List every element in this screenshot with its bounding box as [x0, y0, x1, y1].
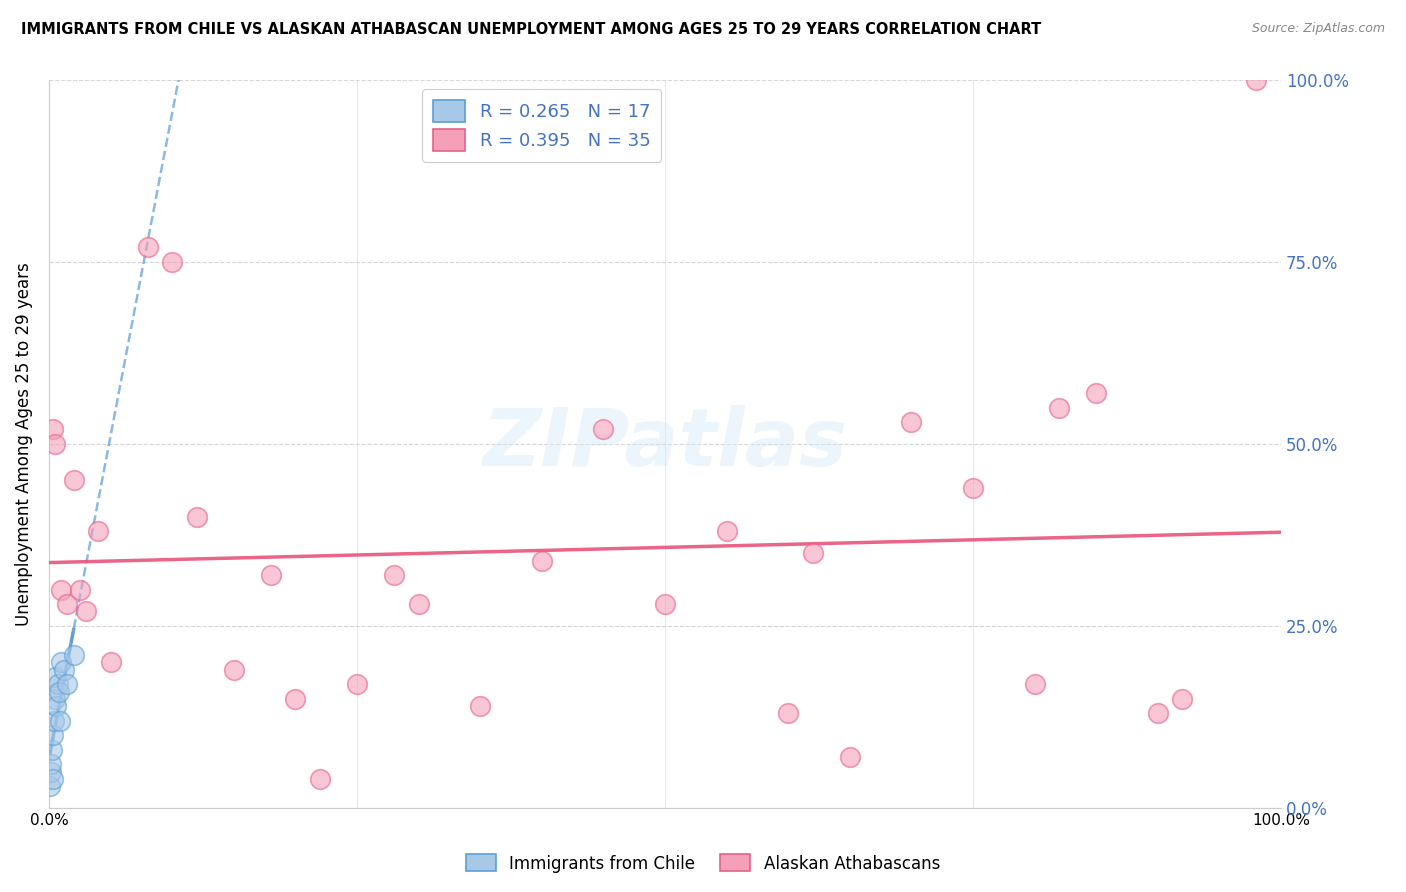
Text: IMMIGRANTS FROM CHILE VS ALASKAN ATHABASCAN UNEMPLOYMENT AMONG AGES 25 TO 29 YEA: IMMIGRANTS FROM CHILE VS ALASKAN ATHABAS…: [21, 22, 1042, 37]
Text: ZIPatlas: ZIPatlas: [482, 405, 848, 483]
Point: [87, 524, 110, 539]
Point: [222, 663, 245, 677]
Point: [51, 656, 73, 670]
Point: [186, 509, 208, 524]
Point: [838, 750, 860, 764]
Point: [136, 240, 159, 254]
Point: [56, 597, 79, 611]
Point: [48, 684, 70, 698]
Point: [46, 677, 69, 691]
Point: [592, 422, 614, 436]
Point: [1047, 401, 1070, 415]
Point: [56, 677, 79, 691]
Point: [962, 481, 984, 495]
Point: [100, 656, 122, 670]
Point: [309, 772, 332, 786]
Point: [44, 670, 66, 684]
Point: [49, 714, 72, 728]
Point: [41, 757, 63, 772]
Point: [69, 582, 91, 597]
Point: [900, 415, 922, 429]
Point: [716, 524, 738, 539]
Point: [408, 597, 430, 611]
Point: [1246, 73, 1268, 87]
Y-axis label: Unemployment Among Ages 25 to 29 years: Unemployment Among Ages 25 to 29 years: [15, 262, 32, 626]
Point: [39, 779, 62, 793]
Point: [41, 743, 63, 757]
Point: [51, 582, 73, 597]
Point: [44, 691, 66, 706]
Point: [1024, 677, 1046, 691]
Legend: R = 0.265   N = 17, R = 0.395   N = 35: R = 0.265 N = 17, R = 0.395 N = 35: [422, 89, 661, 162]
Point: [44, 437, 66, 451]
Point: [42, 772, 65, 786]
Point: [52, 663, 75, 677]
Point: [62, 474, 84, 488]
Point: [1171, 691, 1194, 706]
Point: [654, 597, 676, 611]
Point: [45, 699, 67, 714]
Point: [778, 706, 800, 721]
Point: [42, 714, 65, 728]
Point: [1146, 706, 1168, 721]
Point: [530, 553, 553, 567]
Point: [41, 728, 63, 742]
Point: [260, 568, 283, 582]
Point: [470, 699, 492, 714]
Point: [346, 677, 368, 691]
Point: [1085, 386, 1108, 401]
Point: [62, 648, 84, 663]
Point: [75, 605, 97, 619]
Point: [41, 422, 63, 436]
Text: Source: ZipAtlas.com: Source: ZipAtlas.com: [1251, 22, 1385, 36]
Point: [801, 546, 824, 560]
Point: [284, 691, 307, 706]
Legend: Immigrants from Chile, Alaskan Athabascans: Immigrants from Chile, Alaskan Athabasca…: [460, 847, 946, 880]
Point: [160, 255, 183, 269]
Point: [39, 764, 62, 779]
Point: [382, 568, 405, 582]
